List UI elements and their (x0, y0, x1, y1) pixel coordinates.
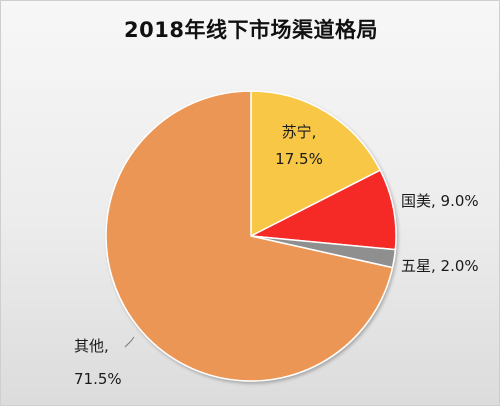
pie-slice-1 (250, 90, 381, 237)
chart-title: 2018年线下市场渠道格局 (124, 18, 378, 42)
leader-line-4 (124, 336, 135, 348)
pie-slice-2 (250, 169, 397, 251)
data-label-4: 其他, 71.5% (74, 337, 122, 388)
data-label-1: 苏宁, 17.5% (275, 123, 323, 168)
data-label-3: 五星, 2.0% (401, 257, 479, 275)
pie-slice-4 (105, 90, 394, 382)
data-label-2: 国美, 9.0% (401, 192, 479, 210)
